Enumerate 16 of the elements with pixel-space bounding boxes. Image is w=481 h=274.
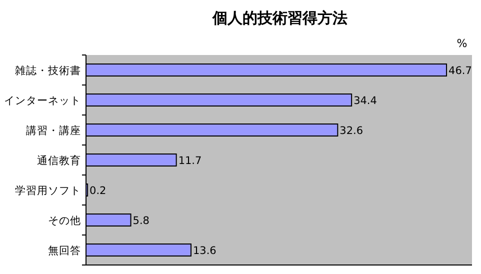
data-label: 0.2 <box>90 185 106 197</box>
y-tick-label: 学習用ソフト <box>15 185 81 197</box>
y-tick-label: その他 <box>48 215 81 227</box>
chart-title: 個人的技術習得方法 <box>212 9 348 27</box>
data-label: 34.4 <box>354 95 378 107</box>
data-label: 46.7 <box>448 65 472 77</box>
data-label: 32.6 <box>340 125 364 137</box>
y-tick-label: 通信教育 <box>37 154 81 167</box>
data-label: 5.8 <box>132 215 150 227</box>
y-tick-label: 無回答 <box>48 245 81 257</box>
y-tick-label: 雑誌・技術書 <box>15 64 81 77</box>
data-label: 11.7 <box>178 155 202 167</box>
x-axis-title: % <box>456 37 468 50</box>
data-label: 13.6 <box>192 245 217 257</box>
y-tick-label: インターネット <box>4 95 81 107</box>
y-tick-label: 講習・講座 <box>26 124 81 137</box>
